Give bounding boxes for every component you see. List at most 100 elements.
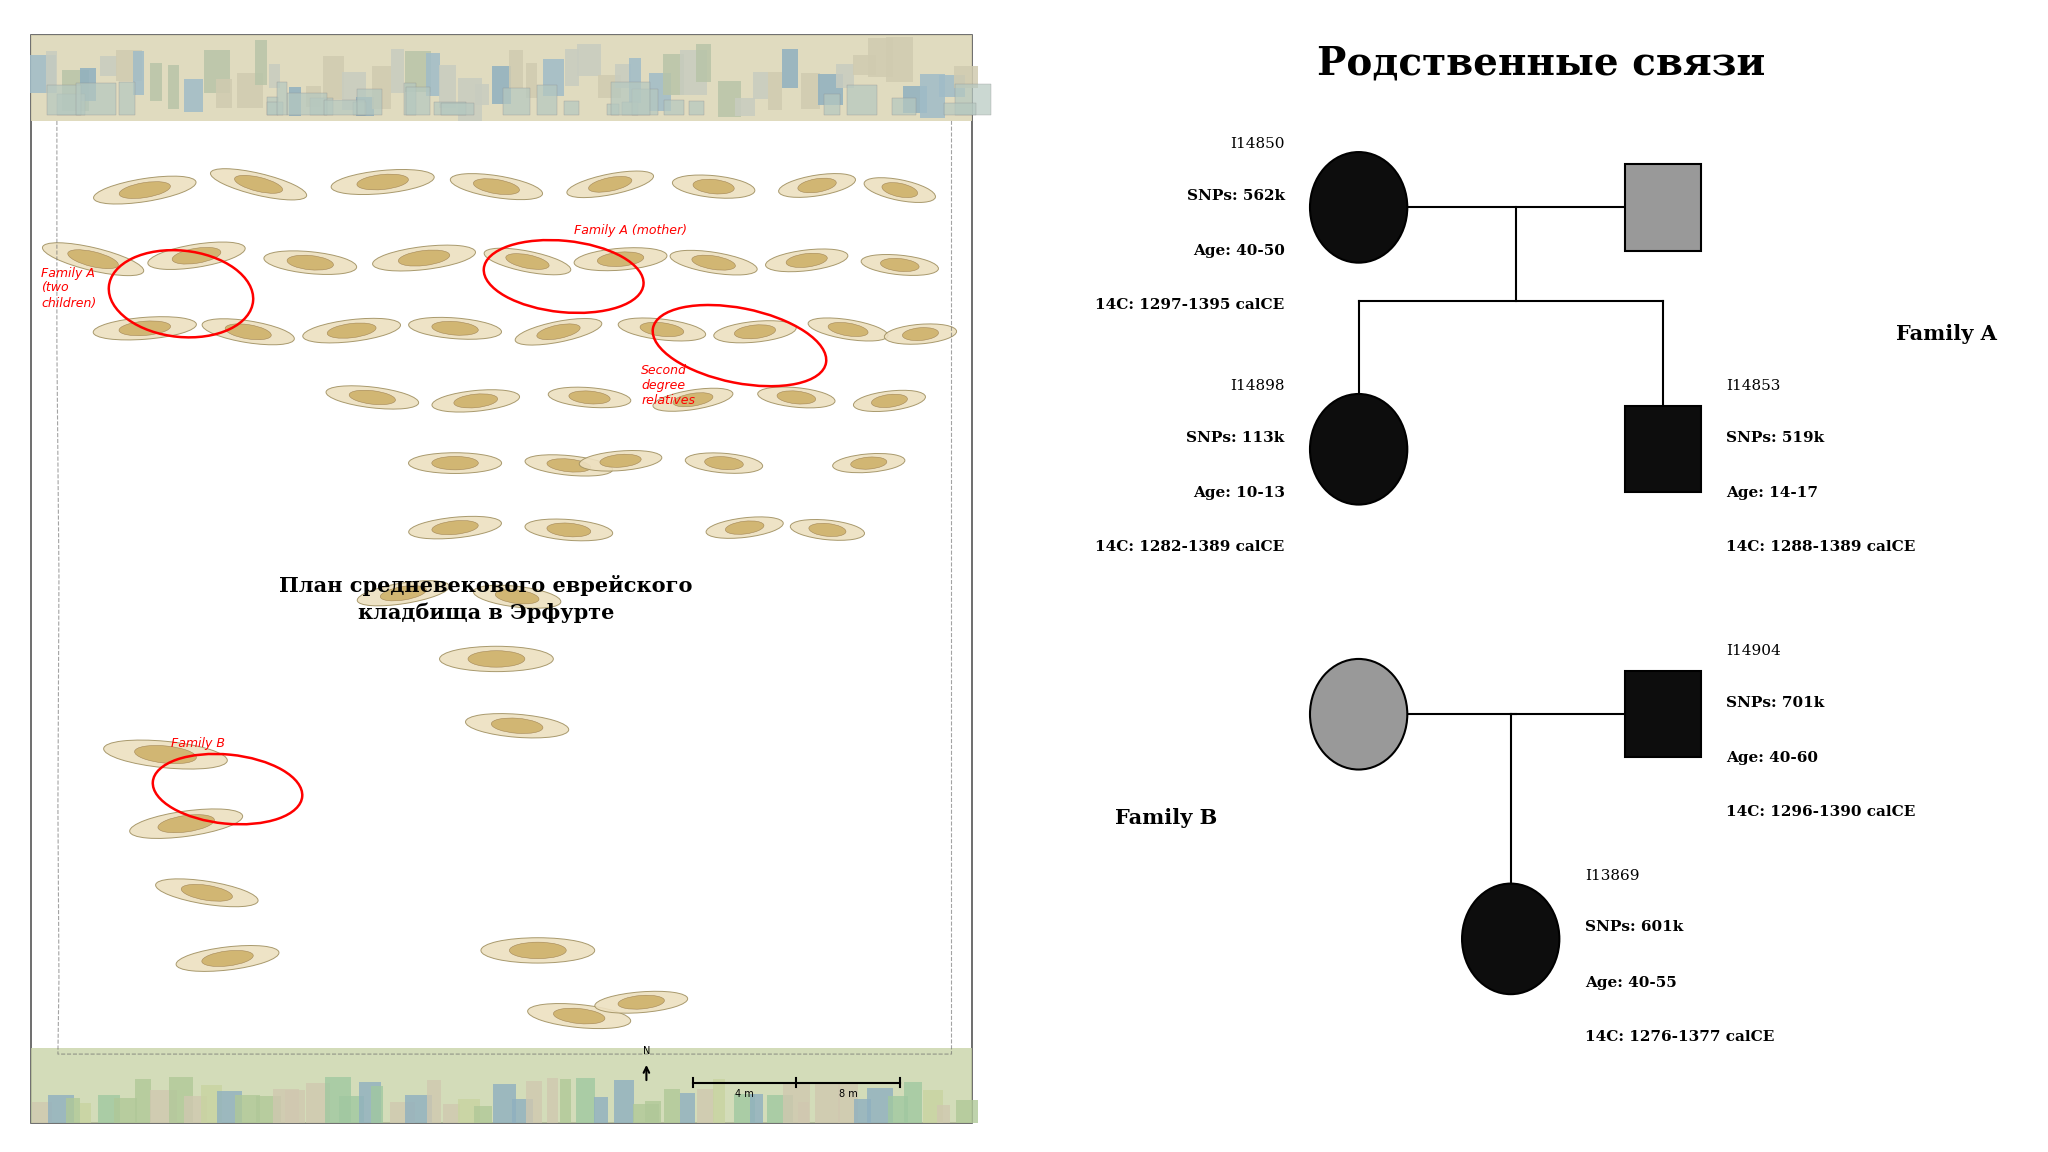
Bar <box>113 1098 137 1123</box>
Ellipse shape <box>203 319 295 344</box>
Bar <box>356 97 373 116</box>
Bar <box>801 74 819 109</box>
Bar <box>117 50 143 82</box>
Bar <box>442 1104 461 1123</box>
Bar <box>47 85 82 115</box>
Bar <box>66 1098 80 1123</box>
Ellipse shape <box>594 991 688 1014</box>
Bar <box>623 103 639 115</box>
Bar <box>76 83 117 115</box>
Bar <box>633 1105 659 1123</box>
Ellipse shape <box>553 1008 604 1024</box>
Bar <box>680 1093 694 1123</box>
Ellipse shape <box>580 450 662 471</box>
Ellipse shape <box>715 320 797 343</box>
Bar <box>31 1048 973 1123</box>
Ellipse shape <box>641 323 684 336</box>
Bar <box>799 1102 809 1123</box>
Ellipse shape <box>827 323 868 336</box>
Bar <box>358 1082 381 1123</box>
Ellipse shape <box>410 317 502 340</box>
Ellipse shape <box>147 242 246 270</box>
Ellipse shape <box>432 321 479 335</box>
Bar <box>352 101 367 115</box>
Bar <box>944 103 977 115</box>
Bar <box>733 1094 754 1123</box>
Bar <box>324 1077 350 1123</box>
Bar <box>578 44 600 76</box>
Ellipse shape <box>776 391 815 404</box>
Circle shape <box>1462 884 1559 994</box>
Bar <box>629 59 641 103</box>
Ellipse shape <box>528 1003 631 1029</box>
Text: 14C: 1282-1389 calCE: 14C: 1282-1389 calCE <box>1096 540 1284 554</box>
Bar <box>594 1098 608 1123</box>
Ellipse shape <box>94 176 197 204</box>
Text: I14853: I14853 <box>1726 379 1780 393</box>
Ellipse shape <box>373 245 475 271</box>
Ellipse shape <box>618 995 664 1009</box>
Bar <box>305 86 322 107</box>
Bar <box>696 44 711 82</box>
Bar <box>502 88 530 115</box>
Ellipse shape <box>537 324 580 340</box>
Bar <box>338 1096 365 1123</box>
Bar <box>276 82 287 115</box>
Bar <box>719 81 741 118</box>
Bar <box>1624 670 1700 758</box>
Bar <box>266 101 283 115</box>
Ellipse shape <box>864 177 936 203</box>
Ellipse shape <box>569 391 610 404</box>
Bar <box>201 1085 221 1123</box>
Text: Age: 10-13: Age: 10-13 <box>1192 486 1284 500</box>
Bar <box>289 88 301 115</box>
Ellipse shape <box>410 516 502 539</box>
Bar <box>168 66 178 109</box>
Ellipse shape <box>158 814 215 833</box>
Ellipse shape <box>68 250 119 268</box>
Bar <box>217 79 231 108</box>
Ellipse shape <box>903 327 938 341</box>
Text: I14904: I14904 <box>1726 644 1782 658</box>
Ellipse shape <box>860 255 938 275</box>
Bar <box>887 37 913 82</box>
Bar <box>324 56 344 99</box>
Ellipse shape <box>524 520 612 540</box>
Ellipse shape <box>119 321 170 335</box>
Bar <box>406 86 430 115</box>
Ellipse shape <box>705 456 743 470</box>
Ellipse shape <box>397 250 451 266</box>
Bar <box>80 1104 90 1123</box>
Ellipse shape <box>692 255 735 271</box>
Ellipse shape <box>758 387 836 408</box>
Bar <box>459 78 481 121</box>
Ellipse shape <box>156 879 258 907</box>
Bar <box>610 82 651 115</box>
Ellipse shape <box>328 323 377 339</box>
Bar <box>1624 407 1700 493</box>
Bar <box>565 48 580 86</box>
Bar <box>547 1078 557 1123</box>
Ellipse shape <box>356 174 408 190</box>
Ellipse shape <box>692 180 735 194</box>
Text: SNPs: 701k: SNPs: 701k <box>1726 696 1825 710</box>
Circle shape <box>1311 394 1407 505</box>
Bar <box>150 1090 176 1123</box>
Bar <box>285 1090 305 1123</box>
Text: 14C: 1288-1389 calCE: 14C: 1288-1389 calCE <box>1726 540 1915 554</box>
Bar <box>956 1100 977 1123</box>
Ellipse shape <box>180 885 233 901</box>
Text: SNPs: 113k: SNPs: 113k <box>1186 431 1284 445</box>
Bar <box>735 98 756 116</box>
Text: 8 m: 8 m <box>840 1089 858 1099</box>
Bar <box>750 1094 764 1123</box>
Bar <box>342 71 367 111</box>
Ellipse shape <box>440 646 553 672</box>
Bar <box>854 1099 870 1123</box>
Text: Second
degree
relatives: Second degree relatives <box>641 364 694 408</box>
Bar <box>938 1105 950 1123</box>
Bar <box>492 67 510 104</box>
Ellipse shape <box>432 456 479 470</box>
Ellipse shape <box>809 523 846 537</box>
Bar <box>391 48 403 93</box>
